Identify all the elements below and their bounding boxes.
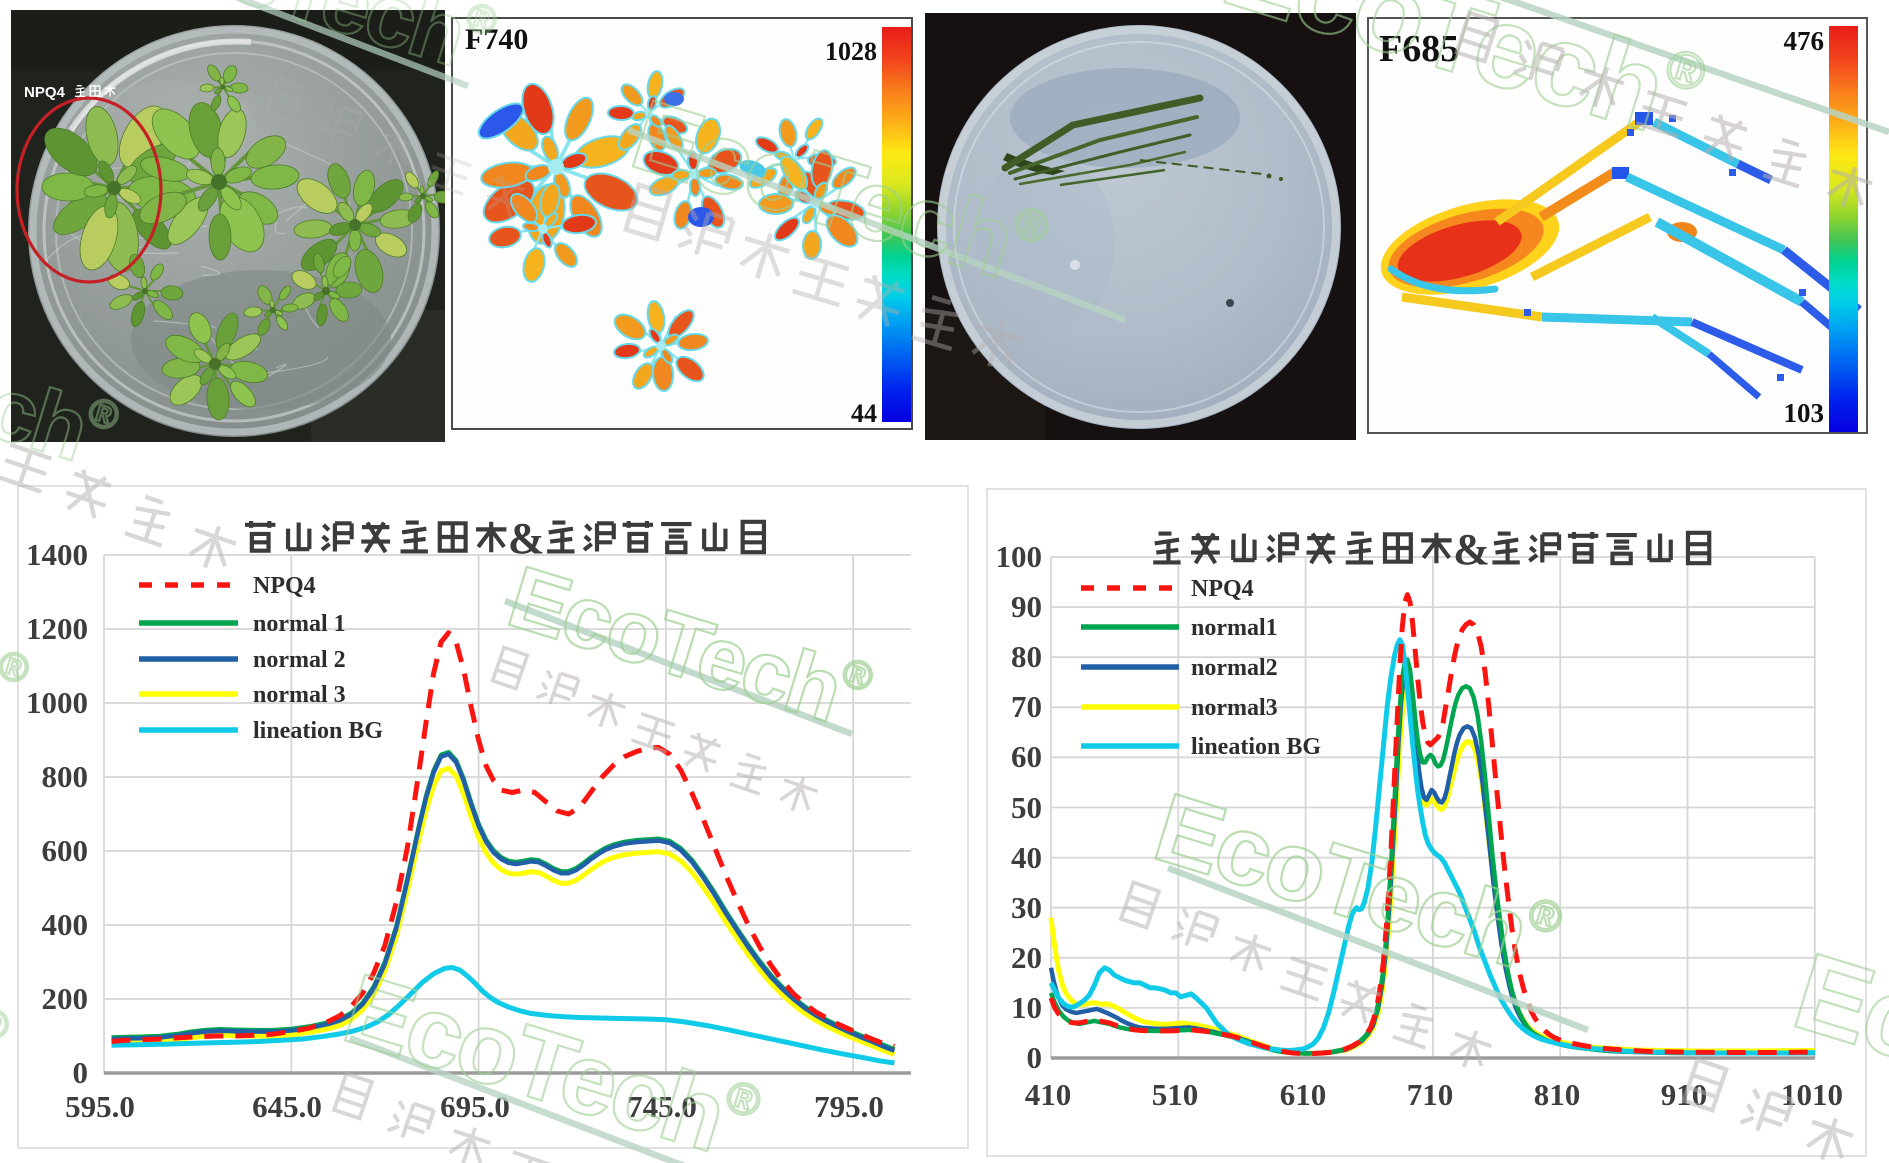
svg-text:20: 20 <box>1011 940 1042 975</box>
svg-text:30: 30 <box>1011 890 1042 925</box>
svg-text:normal1: normal1 <box>1191 615 1278 641</box>
svg-text:745.0: 745.0 <box>627 1089 697 1124</box>
svg-text:10: 10 <box>1011 990 1042 1025</box>
svg-text:1400: 1400 <box>26 537 88 572</box>
svg-text:103: 103 <box>1784 398 1825 428</box>
svg-text:100: 100 <box>996 539 1043 574</box>
svg-text:&: & <box>508 514 545 563</box>
svg-text:60: 60 <box>1011 739 1042 774</box>
svg-text:0: 0 <box>1027 1040 1043 1075</box>
svg-text:710: 710 <box>1407 1077 1454 1112</box>
svg-text:910: 910 <box>1661 1077 1708 1112</box>
svg-text:90: 90 <box>1011 589 1042 624</box>
svg-text:70: 70 <box>1011 689 1042 724</box>
svg-text:695.0: 695.0 <box>440 1089 510 1124</box>
svg-text:normal 1: normal 1 <box>253 611 346 637</box>
svg-text:F740: F740 <box>465 23 528 56</box>
svg-text:NPQ4: NPQ4 <box>24 84 66 101</box>
svg-text:lineation BG: lineation BG <box>1191 734 1321 760</box>
svg-text:NPQ4: NPQ4 <box>1191 576 1254 602</box>
svg-text:595.0: 595.0 <box>65 1089 135 1124</box>
svg-text:80: 80 <box>1011 639 1042 674</box>
svg-text:normal3: normal3 <box>1191 695 1278 721</box>
svg-text:610: 610 <box>1280 1077 1327 1112</box>
svg-text:1028: 1028 <box>825 37 877 66</box>
svg-text:44: 44 <box>851 399 877 428</box>
svg-text:200: 200 <box>42 981 89 1016</box>
svg-text:410: 410 <box>1025 1077 1072 1112</box>
svg-text:800: 800 <box>42 759 89 794</box>
svg-text:1000: 1000 <box>26 685 88 720</box>
svg-text:810: 810 <box>1534 1077 1581 1112</box>
svg-text:&: & <box>1453 525 1490 574</box>
svg-text:NPQ4: NPQ4 <box>253 573 316 599</box>
svg-text:400: 400 <box>42 907 89 942</box>
svg-text:40: 40 <box>1011 840 1042 875</box>
svg-text:50: 50 <box>1011 790 1042 825</box>
svg-text:normal2: normal2 <box>1191 655 1278 681</box>
svg-text:645.0: 645.0 <box>252 1089 322 1124</box>
svg-text:lineation BG: lineation BG <box>253 718 383 744</box>
svg-text:510: 510 <box>1152 1077 1199 1112</box>
svg-text:normal 2: normal 2 <box>253 647 346 673</box>
svg-text:1010: 1010 <box>1781 1077 1843 1112</box>
svg-text:795.0: 795.0 <box>814 1089 884 1124</box>
svg-text:600: 600 <box>42 833 89 868</box>
svg-text:0: 0 <box>73 1055 89 1090</box>
svg-text:normal 3: normal 3 <box>253 682 346 708</box>
svg-text:F685: F685 <box>1379 28 1459 70</box>
svg-text:1200: 1200 <box>26 611 88 646</box>
